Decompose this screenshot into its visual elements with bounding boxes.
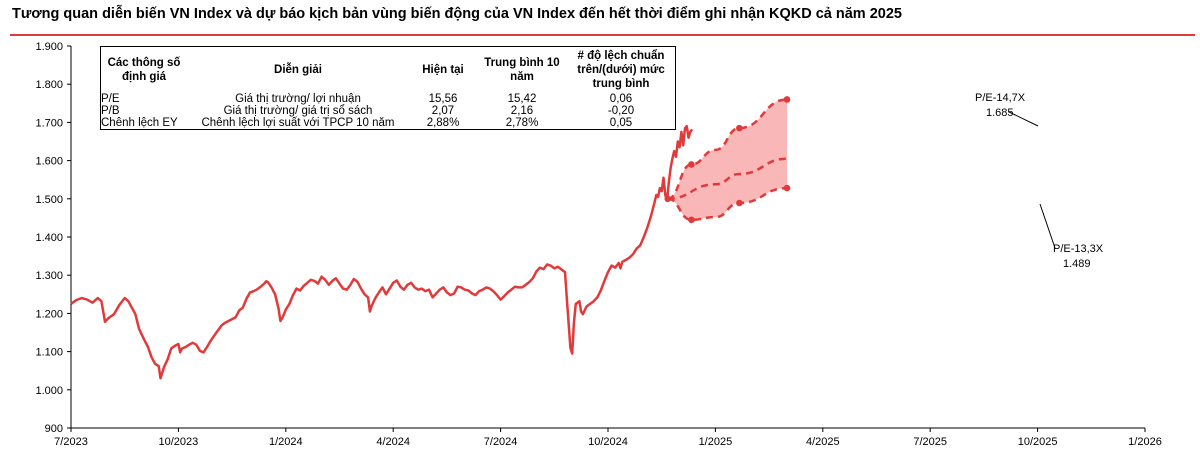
y-tick-label: 1.400 (35, 232, 63, 244)
series-vn-index-line (70, 124, 694, 380)
series-upper-line (667, 98, 788, 201)
valuation-table: Các thông số định giá Diễn giải Hiện tại… (100, 46, 676, 130)
title-divider (10, 34, 1195, 36)
lower-annotation-value: 1.489 (1063, 258, 1091, 270)
forecast-point (688, 161, 695, 168)
forecast-point (736, 124, 743, 132)
y-tick-label: 1.100 (35, 347, 63, 359)
x-tick-label: 1/2026 (1128, 436, 1162, 448)
cell-average: 2,78% (505, 117, 539, 129)
x-tick-label: 7/2023 (54, 436, 88, 448)
forecast-point (736, 199, 743, 207)
forecast-point (783, 184, 791, 192)
x-tick-label: 1/2025 (699, 436, 733, 448)
cell-parameter: P/B (101, 105, 120, 117)
forecast-points (664, 96, 791, 224)
y-tick-label: 1.500 (35, 194, 63, 206)
cell-average: 15,42 (507, 93, 537, 105)
y-tick-label: 1.300 (35, 270, 63, 282)
annotations: P/E-14,7X 1.685 P/E-13,3X 1.489 (975, 92, 1104, 270)
x-tick-label: 10/2024 (588, 436, 628, 448)
series-mid-line (667, 157, 788, 201)
lower-annotation-leader (1039, 203, 1056, 249)
y-tick-label: 1.900 (35, 41, 63, 53)
forecast-point (688, 216, 695, 224)
y-tick-label: 1.800 (35, 79, 63, 91)
cell-parameter: Chênh lệch EY (101, 117, 178, 129)
table-row: P/B Giá thị trường/ giá trị sổ sách 2,07… (101, 105, 675, 117)
header-current: Hiện tại (422, 64, 464, 76)
forecast-point (783, 96, 791, 103)
x-tick-label: 10/2025 (1018, 436, 1058, 448)
x-tick-label: 4/2025 (806, 436, 840, 448)
y-tick-label: 1.000 (35, 385, 63, 397)
upper-annotation-value: 1.685 (986, 107, 1014, 119)
cell-std: -0,20 (607, 105, 635, 117)
table-row: P/E Giá thị trường/ lợi nhuận 15,56 15,4… (101, 93, 675, 105)
cell-current: 2,88% (426, 117, 460, 129)
y-tick-label: 1.200 (35, 308, 63, 320)
x-tick-label: 10/2023 (159, 436, 199, 448)
page-title: Tương quan diễn biến VN Index và dự báo … (12, 6, 902, 22)
header-description: Diễn giải (274, 64, 322, 76)
series-lower-line (667, 186, 788, 222)
x-tick-label: 7/2025 (913, 436, 947, 448)
table-header-row: Các thông số định giá Diễn giải Hiện tại… (101, 47, 675, 93)
header-parameter: Các thông số định giá (107, 57, 181, 83)
table-row: Chênh lệch EY Chênh lệch lợi suất với TP… (101, 117, 675, 129)
x-tick-label: 4/2024 (376, 436, 410, 448)
x-tick-label: 7/2024 (484, 436, 518, 448)
cell-description: Giá thị trường/ lợi nhuận (235, 93, 361, 105)
cell-description: Giá thị trường/ giá trị sổ sách (223, 105, 373, 117)
y-tick-label: 1.600 (35, 156, 63, 168)
upper-annotation-label: P/E-14,7X (975, 92, 1026, 104)
cell-average: 2,16 (510, 105, 534, 117)
cell-description: Chênh lệch lợi suất với TPCP 10 năm (201, 117, 395, 129)
cell-current: 15,56 (428, 93, 458, 105)
y-tick-label: 900 (45, 423, 63, 435)
cell-std: 0,06 (609, 93, 633, 105)
cell-std: 0,05 (609, 117, 633, 129)
header-10y-average: Trung bình 10 năm (484, 57, 560, 83)
x-tick-label: 1/2024 (269, 436, 303, 448)
axes: 900 1.000 1.100 1.200 1.300 1.400 1.500 1.600 1.… (35, 41, 1161, 448)
forecast-band (667, 99, 787, 220)
header-std-deviation: # độ lệch chuẩn trên/(dưới) mức trung bì… (577, 50, 665, 90)
upper-annotation-leader (1008, 111, 1039, 127)
forecast-point (664, 195, 672, 203)
lower-annotation-label: P/E-13,3X (1053, 243, 1104, 255)
y-tick-label: 1.700 (35, 117, 63, 129)
cell-current: 2,07 (431, 105, 455, 117)
cell-parameter: P/E (101, 93, 120, 105)
